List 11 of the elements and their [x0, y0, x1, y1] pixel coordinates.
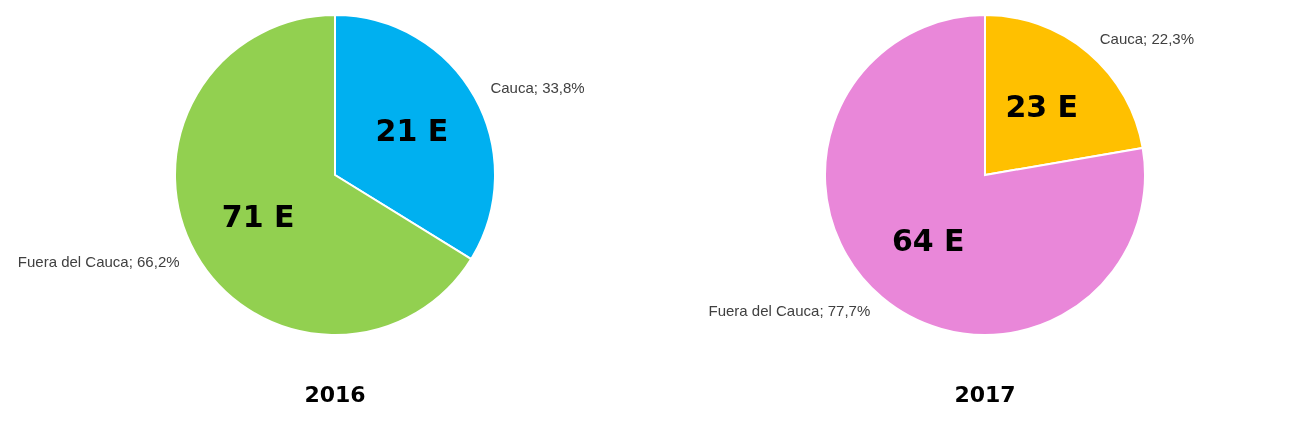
text: 2017 — [954, 382, 1016, 407]
slice-label: Cauca; 33,8% — [490, 79, 585, 97]
slice-label: Fuera del Cauca; 66,2% — [17, 252, 180, 270]
pie-slice — [824, 14, 1146, 336]
text: 23 E — [1005, 88, 1079, 124]
slice-label: Fuera del Cauca; 77,7% — [708, 302, 871, 320]
text: 71 E — [221, 198, 295, 234]
text: 21 E — [375, 113, 449, 149]
text: 2016 — [304, 382, 366, 407]
text: 64 E — [891, 223, 965, 259]
slice-label: Cauca; 22,3% — [1099, 29, 1194, 47]
